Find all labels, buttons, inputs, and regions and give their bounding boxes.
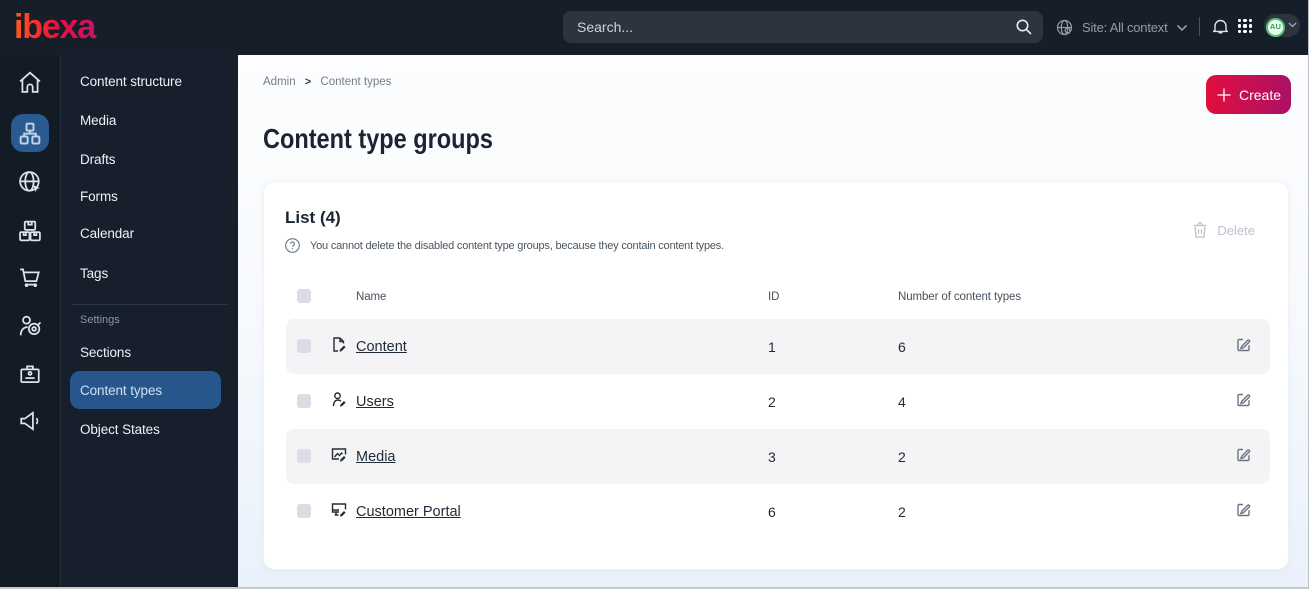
svg-text:ibexa: ibexa xyxy=(15,9,97,43)
